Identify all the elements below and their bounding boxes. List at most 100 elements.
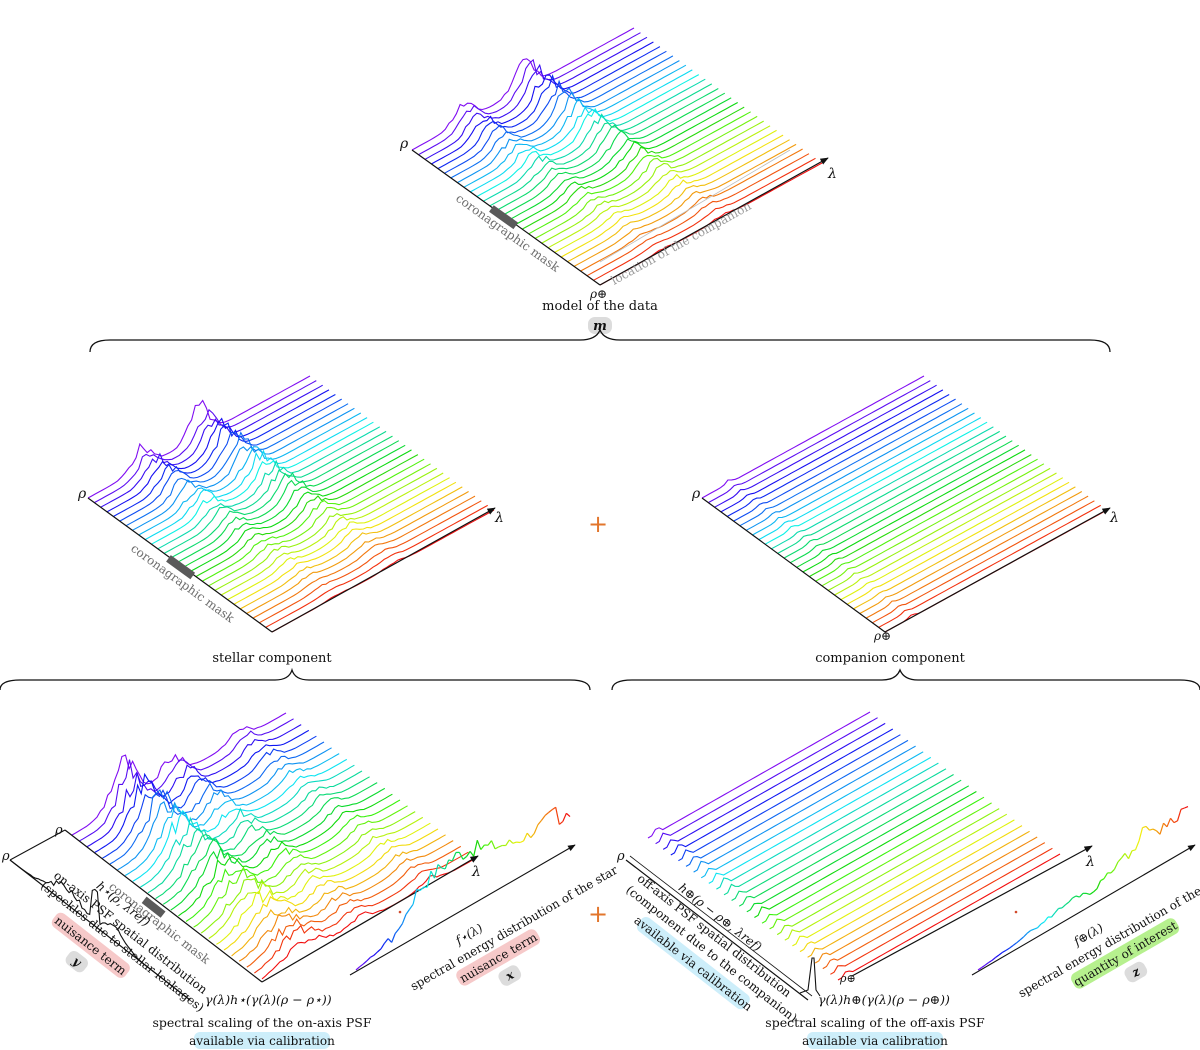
bl-sed-seg-22 <box>430 870 436 879</box>
ml-waves-line-18 <box>201 458 425 582</box>
bl-waves-line-1 <box>79 718 294 842</box>
br-sed-seg-11 <box>1012 942 1017 946</box>
companion-sed-curve <box>977 806 1189 971</box>
companion-lambda-label: λ <box>1109 510 1119 526</box>
br-waves-line-8 <box>708 756 932 884</box>
top-waves-line-21 <box>547 125 771 249</box>
stellar-scaling-badge-bg <box>194 1032 330 1049</box>
br-sed-seg-5 <box>991 957 996 961</box>
ml-waves-line-0 <box>87 375 311 499</box>
stellar-bottom-coronagraphic-mask <box>141 896 166 918</box>
top-waves-line-2 <box>424 36 648 160</box>
companion-psf-axis <box>625 859 809 1001</box>
top-waves-line-13 <box>496 88 719 211</box>
br-waves-line-25 <box>837 853 1061 981</box>
ml-waves-line-23 <box>233 481 457 605</box>
br-sed-seg-42 <box>1121 853 1126 859</box>
panel-model-of-data: ρ λ ρ⊕ coronagraphic mask location of th… <box>89 27 1111 353</box>
stellar-lambda-axis <box>271 507 496 633</box>
companion-sed-axis <box>971 844 1196 976</box>
bl-sed-seg-21 <box>426 870 432 888</box>
bl-sed-seg-60 <box>565 812 571 818</box>
br-sed-seg-15 <box>1026 930 1031 934</box>
top-waves-line-18 <box>528 111 751 235</box>
bl-sed-seg-56 <box>551 806 557 811</box>
br-sed-seg-24 <box>1058 907 1063 910</box>
mr-waves-line-17 <box>809 454 1032 578</box>
bl-sed-seg-30 <box>458 852 464 860</box>
top-waves-line-3 <box>431 41 654 165</box>
bl-sed-seg-10 <box>387 938 393 943</box>
bl-sed-seg-32 <box>466 851 471 857</box>
mr-waves-line-20 <box>827 467 1051 591</box>
ml-waves-line-19 <box>208 463 431 587</box>
br-waves-line-14 <box>754 791 977 918</box>
companion-reference-psf-peak <box>799 957 821 997</box>
br-sed-seg-46 <box>1134 840 1140 851</box>
mr-waves-line-0 <box>701 375 925 499</box>
br-waves-line-18 <box>784 813 1008 941</box>
mr-waves-line-2 <box>714 384 937 508</box>
br-sed-seg-13 <box>1019 936 1024 941</box>
br-sed-seg-32 <box>1086 892 1091 895</box>
br-sed-seg-39 <box>1110 868 1115 874</box>
companion-sed-symbol-bg <box>1124 961 1148 983</box>
bl-sed-seg-14 <box>401 914 407 924</box>
stellar-coronagraphic-mask <box>166 555 196 580</box>
companion-scaling-badge: available via calibration <box>802 1034 948 1048</box>
bl-sed-seg-38 <box>487 840 492 846</box>
companion-caption: companion component <box>815 651 965 666</box>
top-symbol: m <box>593 319 607 334</box>
ml-waves-line-11 <box>157 426 381 550</box>
bl-sed-seg-23 <box>433 864 439 879</box>
br-waves-line-17 <box>776 808 1000 936</box>
ml-waves-line-14 <box>176 440 400 564</box>
ml-waves-line-16 <box>189 449 412 573</box>
ml-waves-line-17 <box>195 454 419 578</box>
bl-waves-line-14 <box>178 793 393 917</box>
stellar-psf-badge-bg <box>51 912 130 978</box>
br-sed-seg-20 <box>1044 916 1049 923</box>
top-lambda-label: λ <box>827 166 837 182</box>
bl-sed-seg-44 <box>508 839 514 844</box>
mr-waves-line-18 <box>815 458 1038 582</box>
panel-stellar-decomposition: ρ ρ λ coronagraphic mask h⋆(ρ, λref) on-… <box>1 712 620 1049</box>
br-sed-seg-57 <box>1173 820 1178 824</box>
star-sed-symbol-bg <box>498 965 522 986</box>
br-sed-seg-8 <box>1002 949 1007 953</box>
bl-sed-seg-26 <box>444 859 450 870</box>
companion-waterfall-lines <box>701 375 1108 633</box>
bl-sed-seg-39 <box>490 840 496 850</box>
mr-waves-line-10 <box>764 421 988 545</box>
bl-waves-line-17 <box>200 811 416 934</box>
br-sed-seg-58 <box>1176 809 1182 821</box>
br-sed-seg-35 <box>1096 880 1102 889</box>
bl-sed-seg-55 <box>548 809 553 813</box>
ml-waves-line-25 <box>246 491 469 614</box>
bl-sed-seg-17 <box>412 889 418 905</box>
top-waves-line-8 <box>463 64 687 188</box>
bl-sed-seg-8 <box>380 942 386 950</box>
br-sed-seg-49 <box>1145 825 1150 831</box>
br-sed-seg-40 <box>1113 861 1119 870</box>
top-caption: model of the data <box>542 299 658 314</box>
ml-waves-line-28 <box>265 504 488 628</box>
ml-waves-line-15 <box>182 444 406 568</box>
top-rho-companion-label: ρ⊕ <box>589 287 607 301</box>
companion-scaling-caption: spectral scaling of the off-axis PSF <box>765 1015 985 1030</box>
bl-sed-seg-53 <box>541 815 546 821</box>
br-sed-seg-28 <box>1072 895 1077 899</box>
br-sed-seg-30 <box>1079 892 1084 898</box>
br-sed-seg-45 <box>1131 849 1136 852</box>
br-sed-seg-56 <box>1170 817 1175 823</box>
ml-waves-line-6 <box>125 403 349 527</box>
mr-waves-line-13 <box>783 435 1007 559</box>
bl-sed-seg-13 <box>398 923 403 930</box>
stellar-waterfall-lines <box>87 375 495 633</box>
top-waves-line-1 <box>418 32 641 156</box>
br-waves-line-4 <box>678 734 901 862</box>
br-waves-line-10 <box>723 768 947 896</box>
bl-sed-seg-7 <box>377 948 382 953</box>
bl-sed-seg-28 <box>451 852 457 862</box>
bl-sed-seg-9 <box>384 938 389 944</box>
